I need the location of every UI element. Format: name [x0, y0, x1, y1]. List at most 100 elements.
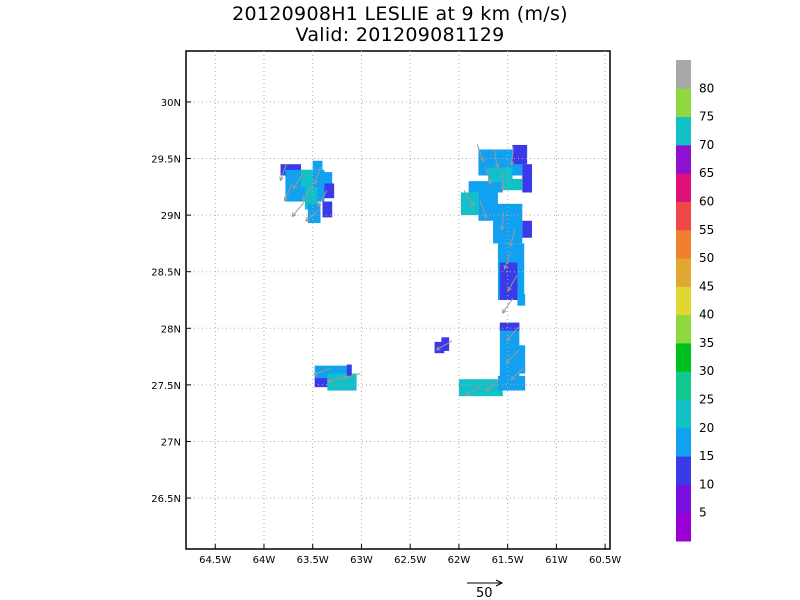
colorbar-segment: [676, 314, 691, 344]
wind-speed-cell: [314, 378, 328, 388]
wind-vector: [511, 147, 514, 166]
colorbar-label: 40: [699, 308, 714, 322]
x-tick-label: 60.5W: [589, 555, 621, 566]
colorbar-label: 15: [699, 449, 714, 463]
colorbar-segment: [676, 286, 691, 316]
wind-speed-cell: [517, 294, 526, 306]
wind-speed-cell: [517, 345, 526, 374]
wind-vectors: [279, 144, 525, 397]
colorbar-label: 55: [699, 223, 714, 237]
wind-vector-head: [302, 195, 307, 201]
colorbar-segment: [676, 371, 691, 401]
wind-vector-head: [469, 201, 474, 207]
wind-vector: [501, 211, 505, 230]
wind-speed-cell: [522, 164, 533, 193]
wind-vector-head: [501, 309, 507, 314]
lat-lon-grid: [186, 51, 610, 549]
wind-vector: [504, 251, 512, 270]
colorbar-segment: [676, 173, 691, 202]
colorbar-segment: [676, 229, 691, 259]
map-frame: [185, 50, 611, 550]
wind-vector: [279, 163, 288, 181]
wind-vector-head: [327, 378, 333, 383]
wind-speed-cell: [497, 375, 526, 391]
colorbar-segment: [676, 399, 691, 429]
wind-speed-cell: [327, 373, 357, 391]
y-tick-label: 27.5N: [151, 381, 181, 392]
wind-vector: [507, 274, 518, 292]
wind-vector: [509, 228, 516, 247]
wind-speed-cell: [488, 167, 513, 182]
wind-vector-head: [465, 391, 471, 397]
wind-vector: [476, 144, 484, 162]
colorbar-label: 30: [699, 364, 714, 378]
map-title: 20120908H1 LESLIE at 9 km (m/s): [232, 3, 568, 25]
colorbar: 5 10 15 20 25 30 35 40 45 50 55 60 65 70 75 80: [676, 60, 714, 542]
wind-vector: [485, 166, 491, 185]
wind-vector: [305, 208, 320, 222]
wind-vector-head: [487, 180, 492, 186]
y-tick-label: 27N: [161, 437, 181, 448]
colorbar-label: 45: [699, 279, 714, 293]
y-tick-label: 28N: [161, 324, 181, 335]
colorbar-segment: [676, 342, 691, 372]
wind-vector: [479, 200, 487, 219]
wind-vector: [485, 378, 501, 392]
colorbar-segment: [676, 456, 691, 485]
wind-vector: [314, 166, 322, 185]
colorbar-label: 80: [699, 81, 714, 95]
wind-vector: [502, 297, 514, 314]
wind-speed-cell: [460, 192, 479, 216]
wind-speed-cell: [301, 169, 313, 187]
wind-vector: [313, 367, 332, 375]
wind-vector-head: [494, 163, 500, 169]
x-tick-label: 63W: [350, 555, 373, 566]
colorbar-segment: [676, 484, 691, 514]
wind-vector-head: [313, 371, 319, 376]
wind-vector-head: [507, 286, 512, 292]
wind-speed-cell: [468, 181, 503, 193]
y-tick-label: 29N: [161, 211, 181, 222]
x-tick-label: 63.5W: [297, 555, 329, 566]
wind-vector-head: [291, 212, 297, 218]
colorbar-label: 70: [699, 138, 714, 152]
wind-vector-head: [499, 225, 505, 231]
x-tick-label: 61W: [545, 555, 568, 566]
colorbar-label: 35: [699, 336, 714, 350]
wind-vector-head: [313, 179, 318, 185]
colorbar-label: 50: [699, 251, 714, 265]
y-tick-label: 29.5N: [151, 155, 181, 166]
reference-vector: 50: [467, 579, 504, 600]
x-tick-label: 62W: [448, 555, 471, 566]
y-tick-label: 28.5N: [151, 268, 181, 279]
wind-vector: [465, 384, 482, 397]
wind-vector-head: [510, 375, 516, 381]
colorbar-segment: [676, 258, 691, 287]
wind-speed-cell: [502, 178, 523, 191]
colorbar-label: 25: [699, 393, 714, 407]
wind-vector: [284, 184, 293, 201]
wind-vector: [493, 149, 499, 168]
wind-vector-head: [480, 157, 485, 163]
colorbar-label: 65: [699, 166, 714, 180]
colorbar-segment: [676, 512, 691, 542]
wind-speed-cell: [522, 220, 533, 238]
wind-vector-head: [500, 186, 506, 192]
wind-cells: [280, 144, 533, 397]
wind-speed-cell: [322, 201, 333, 218]
wind-speed-cell: [346, 364, 352, 376]
wind-vector: [510, 366, 525, 381]
x-tick-label: 62.5W: [394, 555, 426, 566]
wind-vector: [317, 190, 328, 207]
colorbar-label: 20: [699, 421, 714, 435]
wind-vector-head: [506, 336, 511, 342]
wind-speed-cell: [499, 322, 520, 380]
colorbar-label: 10: [699, 477, 714, 491]
x-tick-label: 61.5W: [492, 555, 524, 566]
wind-speed-cell: [499, 262, 518, 300]
map-subtitle: Valid: 201209081129: [295, 24, 505, 46]
colorbar-segment: [676, 88, 691, 118]
y-tick-label: 26.5N: [151, 494, 181, 505]
wind-vector-head: [505, 358, 511, 364]
colorbar-label: 75: [699, 110, 714, 124]
